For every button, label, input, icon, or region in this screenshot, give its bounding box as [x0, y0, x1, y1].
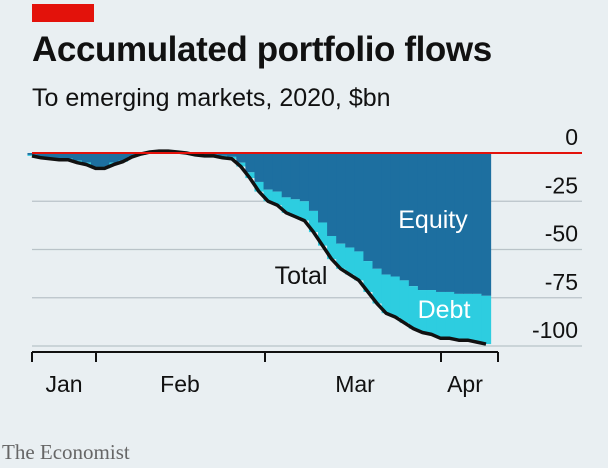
debt-bar [318, 222, 328, 246]
debt-bar [426, 290, 437, 335]
debt-bar [481, 295, 492, 345]
equity-bar [408, 153, 419, 287]
equity-bar [426, 153, 437, 291]
debt-bar [327, 235, 337, 260]
equity-bar [390, 153, 401, 277]
equity-bar [118, 153, 128, 161]
equity-bar [127, 153, 138, 157]
debt-bar [390, 276, 401, 318]
y-tick-label: -50 [545, 221, 578, 247]
y-tick-label: -100 [532, 317, 578, 343]
equity-bar [463, 153, 473, 294]
y-tick-label: -25 [545, 172, 578, 198]
equity-bar [272, 153, 283, 192]
equity-bar [100, 153, 110, 167]
equity-bar [318, 153, 328, 223]
x-tick-label: Feb [160, 371, 200, 397]
brand-tag [32, 4, 94, 22]
equity-bar [454, 153, 464, 294]
debt-annotation: Debt [418, 296, 471, 324]
chart-subtitle: To emerging markets, 2020, $bn [32, 84, 391, 112]
equity-annotation: Equity [398, 206, 468, 234]
debt-bar [263, 189, 274, 202]
debt-bar [290, 199, 301, 217]
equity-bar [290, 153, 301, 200]
debt-bar [381, 274, 392, 314]
equity-bar [345, 153, 355, 248]
x-tick-label: Apr [447, 371, 483, 397]
equity-bar [227, 153, 237, 157]
equity-bar [299, 153, 310, 202]
debt-bar [281, 197, 292, 213]
total-annotation: Total [275, 262, 328, 290]
equity-bar [445, 153, 455, 292]
debt-bar [254, 181, 265, 192]
equity-bar [336, 153, 346, 244]
equity-bar [72, 153, 83, 161]
equity-bar [281, 153, 292, 198]
equity-bar [354, 153, 365, 252]
equity-bar [263, 153, 274, 190]
debt-bar [372, 268, 383, 304]
equity-bar [109, 153, 119, 163]
total-line-layer [31, 149, 487, 346]
equity-bar [63, 153, 74, 159]
debt-bar [272, 191, 283, 206]
equity-bar [245, 153, 256, 173]
debt-bar [363, 261, 374, 292]
debt-bar [345, 247, 355, 275]
equity-bar [308, 153, 319, 211]
equity-bar [399, 153, 410, 281]
debt-bar [454, 293, 464, 341]
debt-bar [463, 293, 473, 341]
equity-bar [372, 153, 383, 269]
equity-bar [236, 153, 246, 163]
equity-bar [254, 153, 265, 182]
equity-bar [436, 153, 446, 292]
y-tick-label: 0 [565, 124, 578, 150]
equity-bar [417, 153, 428, 291]
equity-bar [81, 153, 92, 163]
equity-bar [91, 153, 101, 167]
debt-bar [445, 291, 455, 339]
debt-bar [336, 243, 346, 269]
total-line [31, 149, 487, 346]
debt-bar [308, 210, 319, 233]
equity-bar [218, 153, 228, 156]
axes [31, 152, 582, 362]
debt-bar [354, 251, 365, 281]
labels: 0 -25 -50 -75 -100 Jan Feb Mar Apr Equity Debt Tota… [45, 124, 578, 397]
source-credit: The Economist [2, 440, 130, 464]
equity-bar [327, 153, 337, 236]
equity-bar [472, 153, 483, 294]
chart-title: Accumulated portfolio flows [32, 30, 492, 69]
debt-bar [436, 291, 446, 339]
y-tick-label: -75 [545, 269, 578, 295]
x-tick-label: Mar [335, 371, 375, 397]
equity-bar [54, 153, 65, 159]
debt-bar [472, 293, 483, 343]
equity-bar [45, 153, 56, 158]
plot-area [27, 151, 492, 345]
x-tick-label: Jan [45, 371, 82, 397]
debt-bar [299, 201, 310, 221]
equity-bar [36, 153, 47, 157]
equity-bar [363, 153, 374, 262]
chart: 0 -25 -50 -75 -100 Jan Feb Mar Apr Equity Debt Tota… [27, 124, 582, 397]
equity-bar [381, 153, 392, 275]
debt-bar [408, 286, 419, 329]
equity-bar [481, 153, 492, 296]
debt-bar [399, 280, 410, 323]
debt-bar [417, 290, 428, 333]
debt-bar [245, 172, 256, 179]
